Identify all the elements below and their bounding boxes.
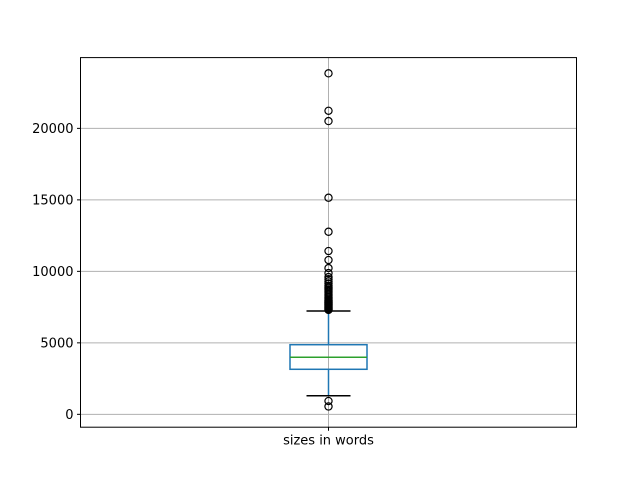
axes-frame <box>80 57 577 428</box>
y-tick-label: 0 <box>65 408 73 423</box>
flier-point <box>324 193 333 202</box>
x-tick-label: sizes in words <box>283 434 374 449</box>
flier-point <box>324 106 333 115</box>
y-tick-label: 5000 <box>40 336 73 351</box>
flier-point <box>324 402 333 411</box>
flier-point <box>324 255 333 265</box>
flier-point <box>324 263 333 273</box>
flier-point <box>324 116 333 126</box>
flier-point <box>324 268 333 278</box>
y-tick-label: 20000 <box>32 122 73 137</box>
flier-point <box>324 305 333 315</box>
flier-point <box>324 69 333 78</box>
y-tick-label: 10000 <box>32 265 73 280</box>
flier-point <box>324 227 333 236</box>
y-tick-label: 15000 <box>32 193 73 208</box>
flier-point <box>324 396 333 406</box>
flier-point <box>324 246 333 256</box>
